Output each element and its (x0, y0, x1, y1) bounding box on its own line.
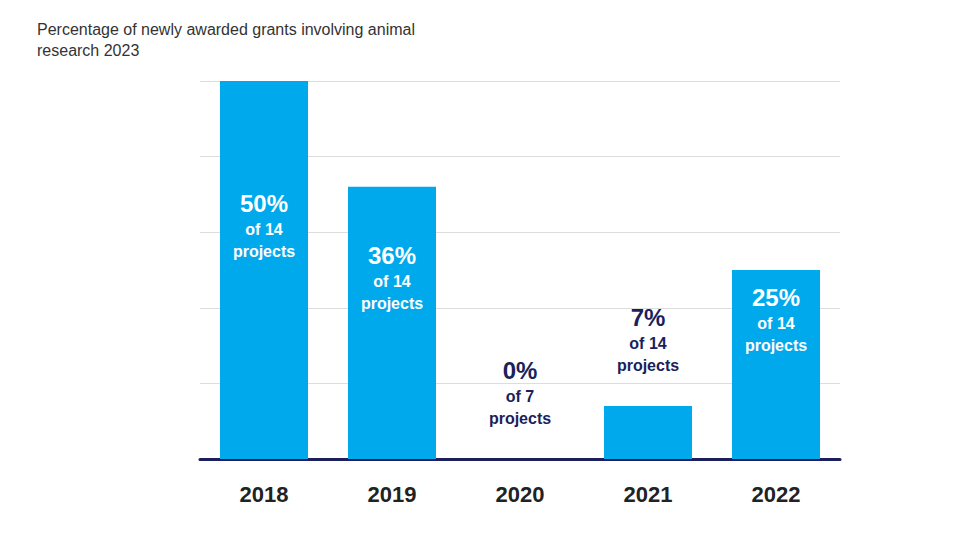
svg-text:2022: 2022 (752, 482, 801, 507)
svg-text:25%: 25% (752, 284, 800, 311)
svg-text:2021: 2021 (624, 482, 673, 507)
svg-text:Percentage of newly awarded gr: Percentage of newly awarded grants invol… (37, 21, 419, 38)
svg-text:2018: 2018 (240, 482, 289, 507)
svg-text:36%: 36% (368, 242, 416, 269)
svg-text:projects: projects (745, 337, 807, 354)
svg-text:projects: projects (361, 295, 423, 312)
svg-text:of 14: of 14 (757, 315, 794, 332)
svg-text:50%: 50% (240, 190, 288, 217)
svg-text:of 7: of 7 (506, 388, 535, 405)
svg-text:projects: projects (489, 410, 551, 427)
svg-text:7%: 7% (631, 304, 666, 331)
svg-text:of 14: of 14 (629, 335, 666, 352)
svg-text:projects: projects (233, 243, 295, 260)
svg-text:projects: projects (617, 357, 679, 374)
svg-text:research 2023: research 2023 (37, 42, 139, 59)
svg-text:of 14: of 14 (373, 273, 410, 290)
svg-text:2020: 2020 (496, 482, 545, 507)
svg-text:0%: 0% (503, 357, 538, 384)
svg-text:2019: 2019 (368, 482, 417, 507)
svg-text:of 14: of 14 (245, 221, 282, 238)
